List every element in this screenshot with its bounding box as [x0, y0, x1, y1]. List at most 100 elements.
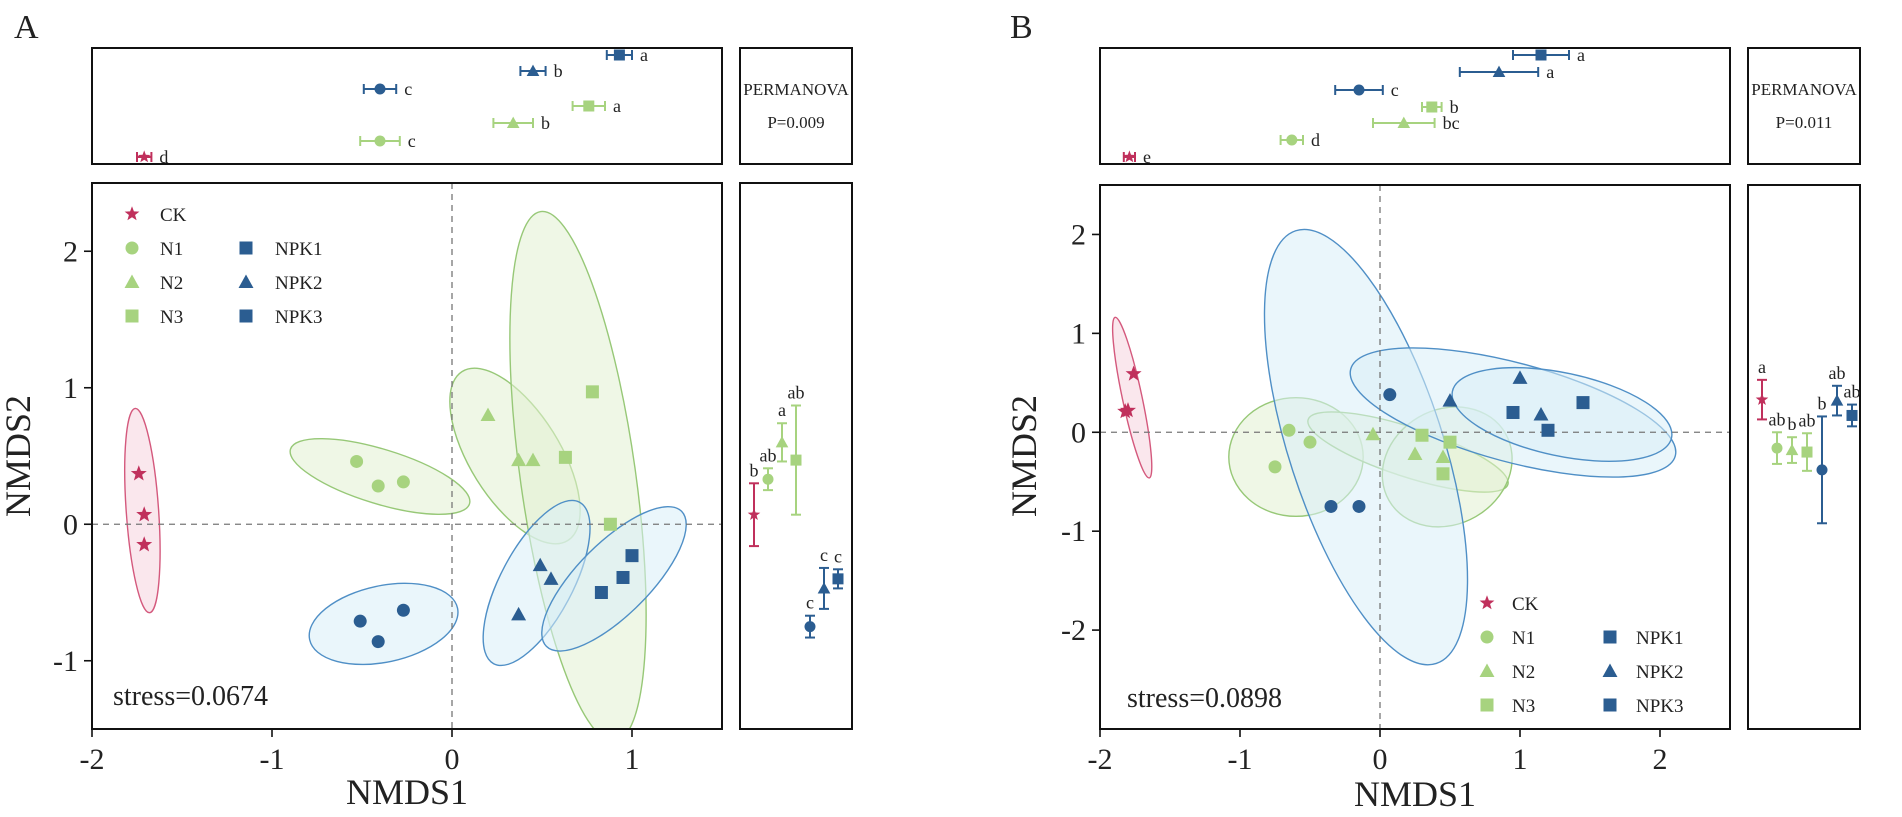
panel-b-plot-frame — [1099, 184, 1731, 730]
panel-a-y-axis: -1 0 1 2 — [53, 235, 92, 678]
panel-a: A d c b a c b a PERMANOVA P=0.009 -2 -1 0 1 -1 0 1 2… — [0, 9, 853, 812]
panel-a-stress: stress=0.0674 — [113, 681, 268, 712]
side-mean-n3 — [1801, 446, 1813, 458]
panel-b-ellipses — [1111, 228, 1677, 666]
panel-b-x-label: NMDS1 — [1354, 774, 1476, 814]
side-mean-n2 — [1785, 443, 1799, 456]
legend-marker-ck — [124, 206, 140, 221]
panel-b-legend-npk2: NPK2 — [1636, 662, 1684, 683]
top-mean-n1 — [1286, 134, 1298, 146]
top-sig-label-npk1: c — [404, 79, 412, 99]
top-sig-label-npk2: a — [1546, 62, 1554, 82]
panel-a-legend-ck: CK — [160, 205, 187, 226]
side-sig-label-npk1: b — [1818, 393, 1827, 413]
panel-a-permanova-title: PERMANOVA — [743, 80, 849, 99]
panel-a-y-label: NMDS2 — [0, 395, 38, 517]
panel-a-permanova-p: P=0.009 — [767, 113, 824, 132]
side-sig-label-n2: b — [1788, 414, 1797, 434]
ellipse-npk3 — [541, 505, 687, 652]
point-n2 — [1365, 426, 1381, 441]
panel-b-y-label: NMDS2 — [1004, 395, 1044, 517]
point-ck — [136, 536, 153, 552]
side-sig-label-n1: ab — [760, 445, 777, 465]
y-tick-label: 2 — [63, 235, 78, 268]
point-n1 — [1268, 460, 1282, 474]
ellipse-ck — [1111, 316, 1153, 479]
side-sig-label-npk2: c — [820, 545, 828, 565]
panel-b-permanova-box — [1747, 47, 1861, 165]
panel-a-legend-npk3: NPK3 — [275, 307, 323, 328]
panel-b-legend-ck: CK — [1512, 594, 1539, 615]
top-mean-npk3 — [1535, 49, 1547, 61]
legend-marker-npk2 — [238, 274, 254, 288]
x-tick-label: -2 — [1088, 743, 1113, 776]
legend-marker-npk1 — [239, 241, 253, 255]
legend-marker-npk3 — [239, 309, 253, 323]
legend-marker-n3 — [125, 309, 139, 323]
top-mean-n1 — [374, 135, 386, 147]
side-sig-label-npk1: c — [806, 593, 814, 613]
side-mean-npk1 — [1816, 464, 1828, 476]
point-n1 — [1282, 423, 1296, 437]
x-tick-label: -2 — [80, 743, 105, 776]
legend-marker-npk3 — [1603, 698, 1617, 712]
panel-b-legend-n1: N1 — [1512, 628, 1535, 649]
side-sig-label-n3: ab — [788, 382, 805, 402]
top-sig-label-n3: a — [613, 96, 621, 116]
point-npk1 — [1352, 499, 1366, 513]
legend-marker-n1 — [125, 241, 139, 255]
panel-b-legend-npk1: NPK1 — [1636, 628, 1684, 649]
top-mean-ck — [137, 150, 151, 163]
side-mean-n2 — [775, 436, 789, 448]
legend-marker-n2 — [124, 274, 140, 288]
x-tick-label: 2 — [1653, 743, 1668, 776]
point-npk3 — [625, 549, 639, 563]
legend-marker-ck — [1479, 595, 1495, 610]
point-npk1 — [396, 603, 410, 617]
top-mean-npk1 — [374, 83, 386, 95]
point-n1 — [350, 454, 364, 468]
side-mean-npk2 — [817, 582, 831, 594]
point-ck — [1125, 365, 1142, 381]
point-n2 — [1435, 449, 1451, 463]
point-npk1 — [1383, 388, 1397, 402]
top-sig-label-npk3: a — [640, 45, 648, 65]
y-tick-label: -1 — [1061, 515, 1086, 548]
panel-b-legend-markers — [1479, 595, 1618, 712]
panel-a-legend-markers — [124, 206, 254, 323]
point-npk2 — [511, 606, 527, 621]
point-n2 — [525, 452, 541, 467]
point-npk3 — [1506, 405, 1520, 419]
panel-b-stress: stress=0.0898 — [1127, 683, 1282, 714]
panel-b-top-strip-frame — [1099, 47, 1731, 165]
ellipse-npk3 — [1451, 366, 1673, 463]
side-sig-label-npk2: ab — [1829, 363, 1846, 383]
point-npk2 — [543, 571, 559, 585]
point-npk3 — [1576, 396, 1590, 410]
side-sig-label-n2: a — [778, 400, 786, 420]
panel-a-points — [130, 385, 639, 649]
side-sig-label-ck: b — [750, 460, 759, 480]
panel-b-permanova-title: PERMANOVA — [1751, 80, 1857, 99]
panel-a-x-axis: -2 -1 0 1 — [80, 729, 640, 776]
point-ck — [136, 506, 153, 522]
side-mean-n1 — [762, 473, 774, 485]
y-tick-label: -2 — [1061, 614, 1086, 647]
side-sig-label-n1: ab — [1769, 409, 1786, 429]
panel-a-top-strip: d c b a c b a — [136, 45, 648, 167]
point-n3 — [1443, 435, 1457, 449]
panel-b-x-axis: -2 -1 0 1 2 — [1088, 729, 1668, 776]
panel-b-permanova-p: P=0.011 — [1776, 113, 1833, 132]
panel-b-main-plot: -2 -1 0 1 2 -2 -1 0 1 2 CK N1 N2 N3 NPK1 NPK2 NP… — [1061, 184, 1731, 776]
point-n1 — [396, 475, 410, 489]
panel-b-points — [1117, 365, 1590, 513]
panel-a-legend-n3: N3 — [160, 307, 183, 328]
panel-b-letter: B — [1010, 9, 1033, 46]
side-mean-npk3 — [832, 573, 844, 585]
point-n3 — [603, 517, 617, 531]
top-sig-label-npk2: b — [554, 61, 563, 81]
side-sig-label-ck: a — [1758, 357, 1766, 377]
